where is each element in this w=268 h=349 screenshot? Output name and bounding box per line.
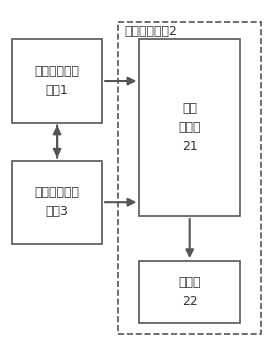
Text: 数据处理驱动: 数据处理驱动 [35,65,80,78]
Text: 时钟定时管理: 时钟定时管理 [35,186,80,199]
Text: 显示器: 显示器 [178,276,201,289]
Text: 存储器: 存储器 [178,121,201,134]
Text: 22: 22 [182,295,198,308]
FancyBboxPatch shape [139,261,240,324]
Text: 模块1: 模块1 [46,84,69,97]
Text: 21: 21 [182,140,198,153]
FancyBboxPatch shape [12,161,102,244]
FancyBboxPatch shape [139,39,240,216]
Text: 存储显示模块2: 存储显示模块2 [125,25,178,38]
FancyBboxPatch shape [12,39,102,122]
Text: 数据: 数据 [182,102,197,115]
Text: 模块3: 模块3 [46,205,69,218]
